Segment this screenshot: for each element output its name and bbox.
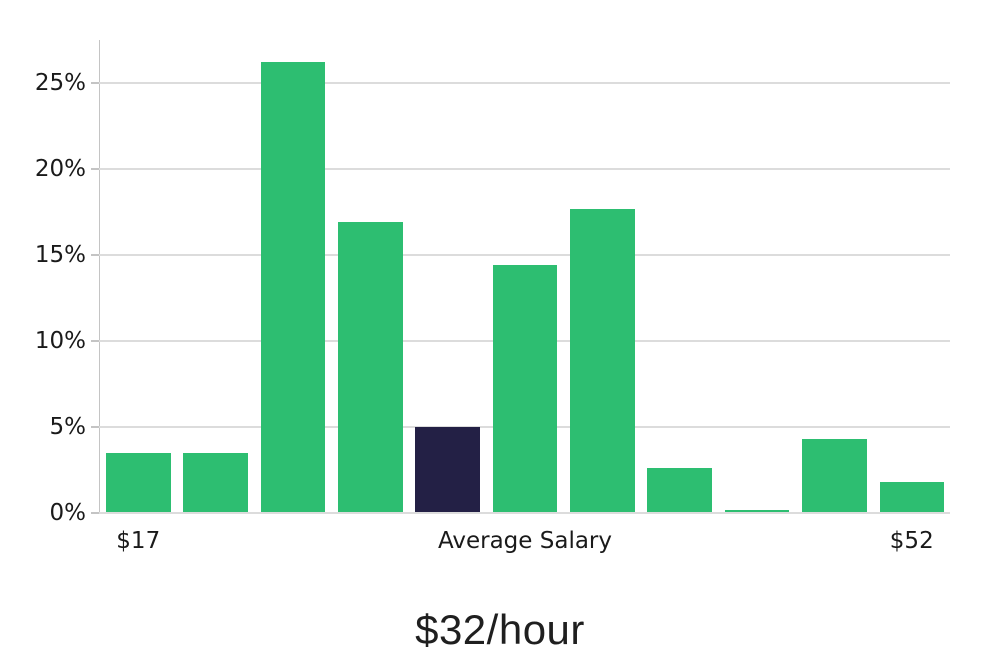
bar [879, 482, 944, 513]
highlighted-bar [415, 427, 480, 513]
bar [647, 468, 712, 513]
y-axis-tick [91, 254, 99, 256]
bar [724, 510, 790, 513]
bar [260, 62, 326, 513]
bar [570, 208, 635, 513]
chart-title: $32/hour [415, 606, 585, 653]
bar [492, 265, 558, 513]
y-tick-label: 5% [49, 413, 87, 440]
y-tick-label: 10% [34, 327, 86, 354]
y-axis-spine [98, 40, 100, 514]
bar [183, 452, 248, 513]
gridline [99, 254, 950, 256]
bar [106, 452, 171, 513]
y-axis-tick [91, 512, 99, 514]
bar [802, 439, 867, 513]
y-axis-tick [91, 168, 99, 170]
x-tick-label: $52 [889, 528, 934, 554]
y-axis-tick [91, 426, 99, 428]
gridline [99, 168, 950, 170]
y-tick-label: 15% [34, 241, 86, 268]
gridline [99, 82, 950, 84]
y-tick-label: 20% [34, 155, 86, 182]
y-axis-tick [91, 340, 99, 342]
bar [338, 222, 403, 513]
x-tick-label: $17 [116, 528, 161, 554]
x-tick-label: Average Salary [437, 528, 612, 554]
y-tick-label: 25% [34, 69, 86, 96]
x-axis-baseline [99, 512, 950, 514]
y-tick-label: 0% [49, 499, 87, 526]
y-axis-tick [91, 82, 99, 84]
